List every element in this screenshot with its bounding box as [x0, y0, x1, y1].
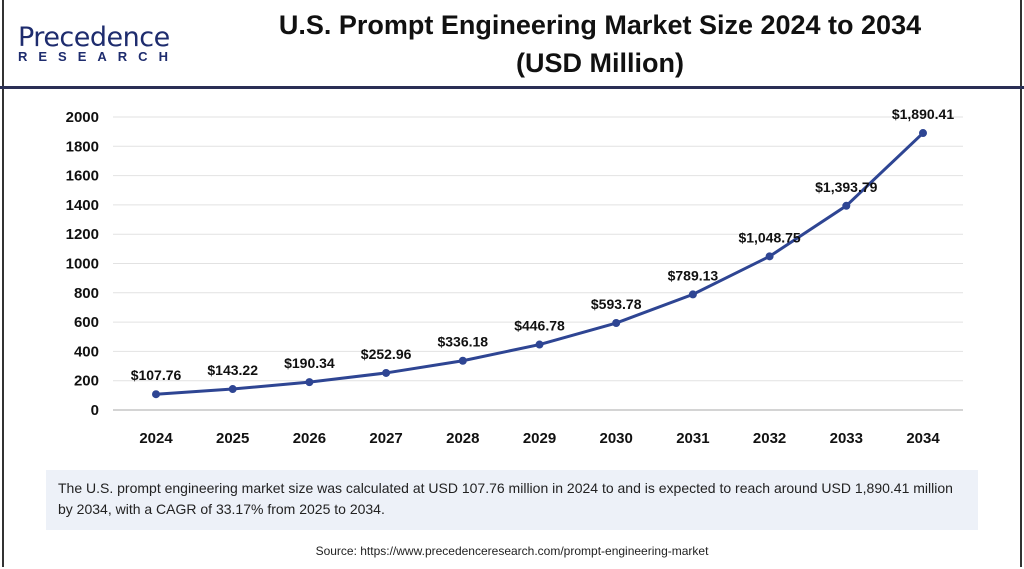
logo-text: Precedence [18, 22, 170, 53]
data-point [688, 290, 697, 299]
y-tick-label: 0 [91, 402, 99, 419]
summary-note: The U.S. prompt engineering market size … [46, 470, 978, 530]
data-point [919, 129, 927, 138]
y-tick-label: 2000 [66, 109, 99, 126]
header-divider [0, 86, 1024, 89]
data-point [535, 340, 544, 349]
x-tick-label: 2024 [139, 430, 173, 447]
data-label: $143.22 [207, 362, 258, 378]
data-label: $446.78 [514, 318, 565, 334]
logo: Precedence RESEARCH [18, 22, 179, 64]
data-point [842, 201, 851, 210]
data-label: $190.34 [284, 355, 335, 371]
data-label: $107.76 [131, 367, 182, 383]
x-tick-label: 2027 [369, 430, 402, 447]
data-point [152, 390, 160, 399]
y-tick-label: 1600 [66, 168, 99, 185]
data-label: $789.13 [668, 267, 719, 283]
data-label: $1,048.75 [738, 229, 800, 245]
data-label: $1,890.41 [892, 106, 954, 122]
data-label: $1,393.79 [815, 179, 877, 195]
data-point [765, 252, 774, 261]
x-tick-label: 2033 [830, 430, 863, 447]
data-label: $593.78 [591, 296, 642, 312]
x-tick-label: 2028 [446, 430, 479, 447]
x-tick-label: 2025 [216, 430, 249, 447]
y-tick-label: 200 [74, 373, 99, 390]
data-point [228, 385, 237, 394]
x-tick-label: 2026 [293, 430, 326, 447]
y-tick-label: 600 [74, 314, 99, 331]
x-tick-label: 2031 [676, 430, 709, 447]
data-point [382, 368, 391, 377]
y-tick-label: 400 [74, 343, 99, 360]
y-tick-label: 1000 [66, 256, 99, 273]
data-point [305, 378, 314, 387]
x-tick-label: 2032 [753, 430, 786, 447]
x-tick-label: 2029 [523, 430, 556, 447]
data-label: $336.18 [437, 334, 488, 350]
data-point [612, 319, 621, 328]
data-point [458, 356, 467, 365]
chart-title: U.S. Prompt Engineering Market Size 2024… [220, 6, 980, 82]
title-line-2: (USD Million) [516, 48, 684, 78]
y-tick-label: 1400 [66, 197, 99, 214]
x-tick-label: 2034 [906, 430, 940, 447]
y-tick-label: 800 [74, 285, 99, 302]
y-tick-label: 1800 [66, 138, 99, 155]
source-text: Source: https://www.precedenceresearch.c… [315, 544, 709, 558]
data-label: $252.96 [361, 346, 412, 362]
logo-subtext: RESEARCH [18, 49, 179, 64]
title-line-1: U.S. Prompt Engineering Market Size 2024… [278, 10, 922, 40]
y-tick-label: 1200 [66, 226, 99, 243]
x-tick-label: 2030 [600, 430, 633, 447]
